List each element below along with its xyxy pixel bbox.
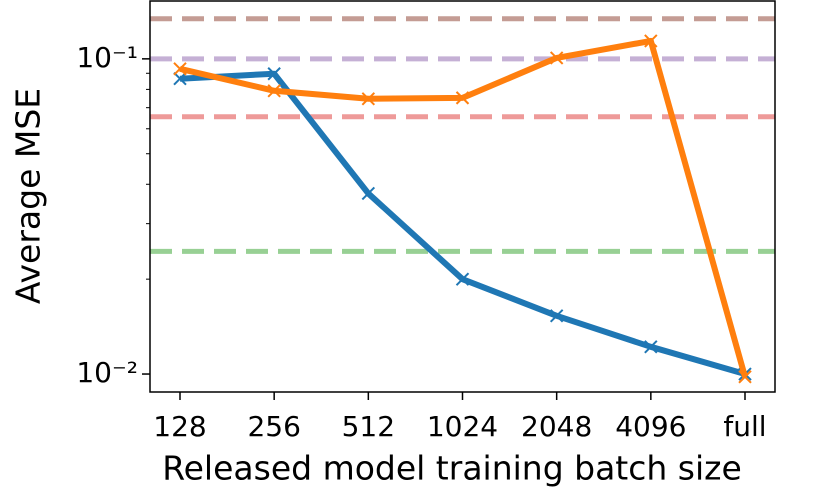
point-marker: [644, 340, 658, 354]
y-axis-label: Average MSE: [9, 88, 48, 304]
point-marker: [738, 370, 752, 384]
point-marker: [644, 34, 658, 48]
x-axis-label: Released model training batch size: [162, 449, 742, 488]
point-marker: [267, 84, 281, 98]
point-marker: [267, 67, 281, 81]
point-marker: [549, 51, 564, 65]
x-tick-label: 128: [153, 410, 206, 443]
series-line: [179, 37, 748, 378]
point-marker: [173, 62, 187, 76]
y-tick-label: 10⁻²: [76, 356, 138, 389]
point-marker: [173, 71, 187, 86]
point-marker: [361, 92, 376, 106]
y-tick-label: 10⁻¹: [76, 41, 138, 74]
x-tick-label: full: [723, 410, 766, 443]
x-tick-label: 4096: [615, 410, 686, 443]
point-marker: [455, 91, 470, 105]
x-tick-label: 512: [342, 410, 395, 443]
point-marker: [361, 186, 376, 201]
x-tick-label: 256: [247, 410, 300, 443]
point-marker: [455, 272, 470, 286]
x-tick-label: 2048: [521, 410, 592, 443]
point-marker: [549, 309, 564, 323]
x-tick-label: 1024: [427, 410, 498, 443]
